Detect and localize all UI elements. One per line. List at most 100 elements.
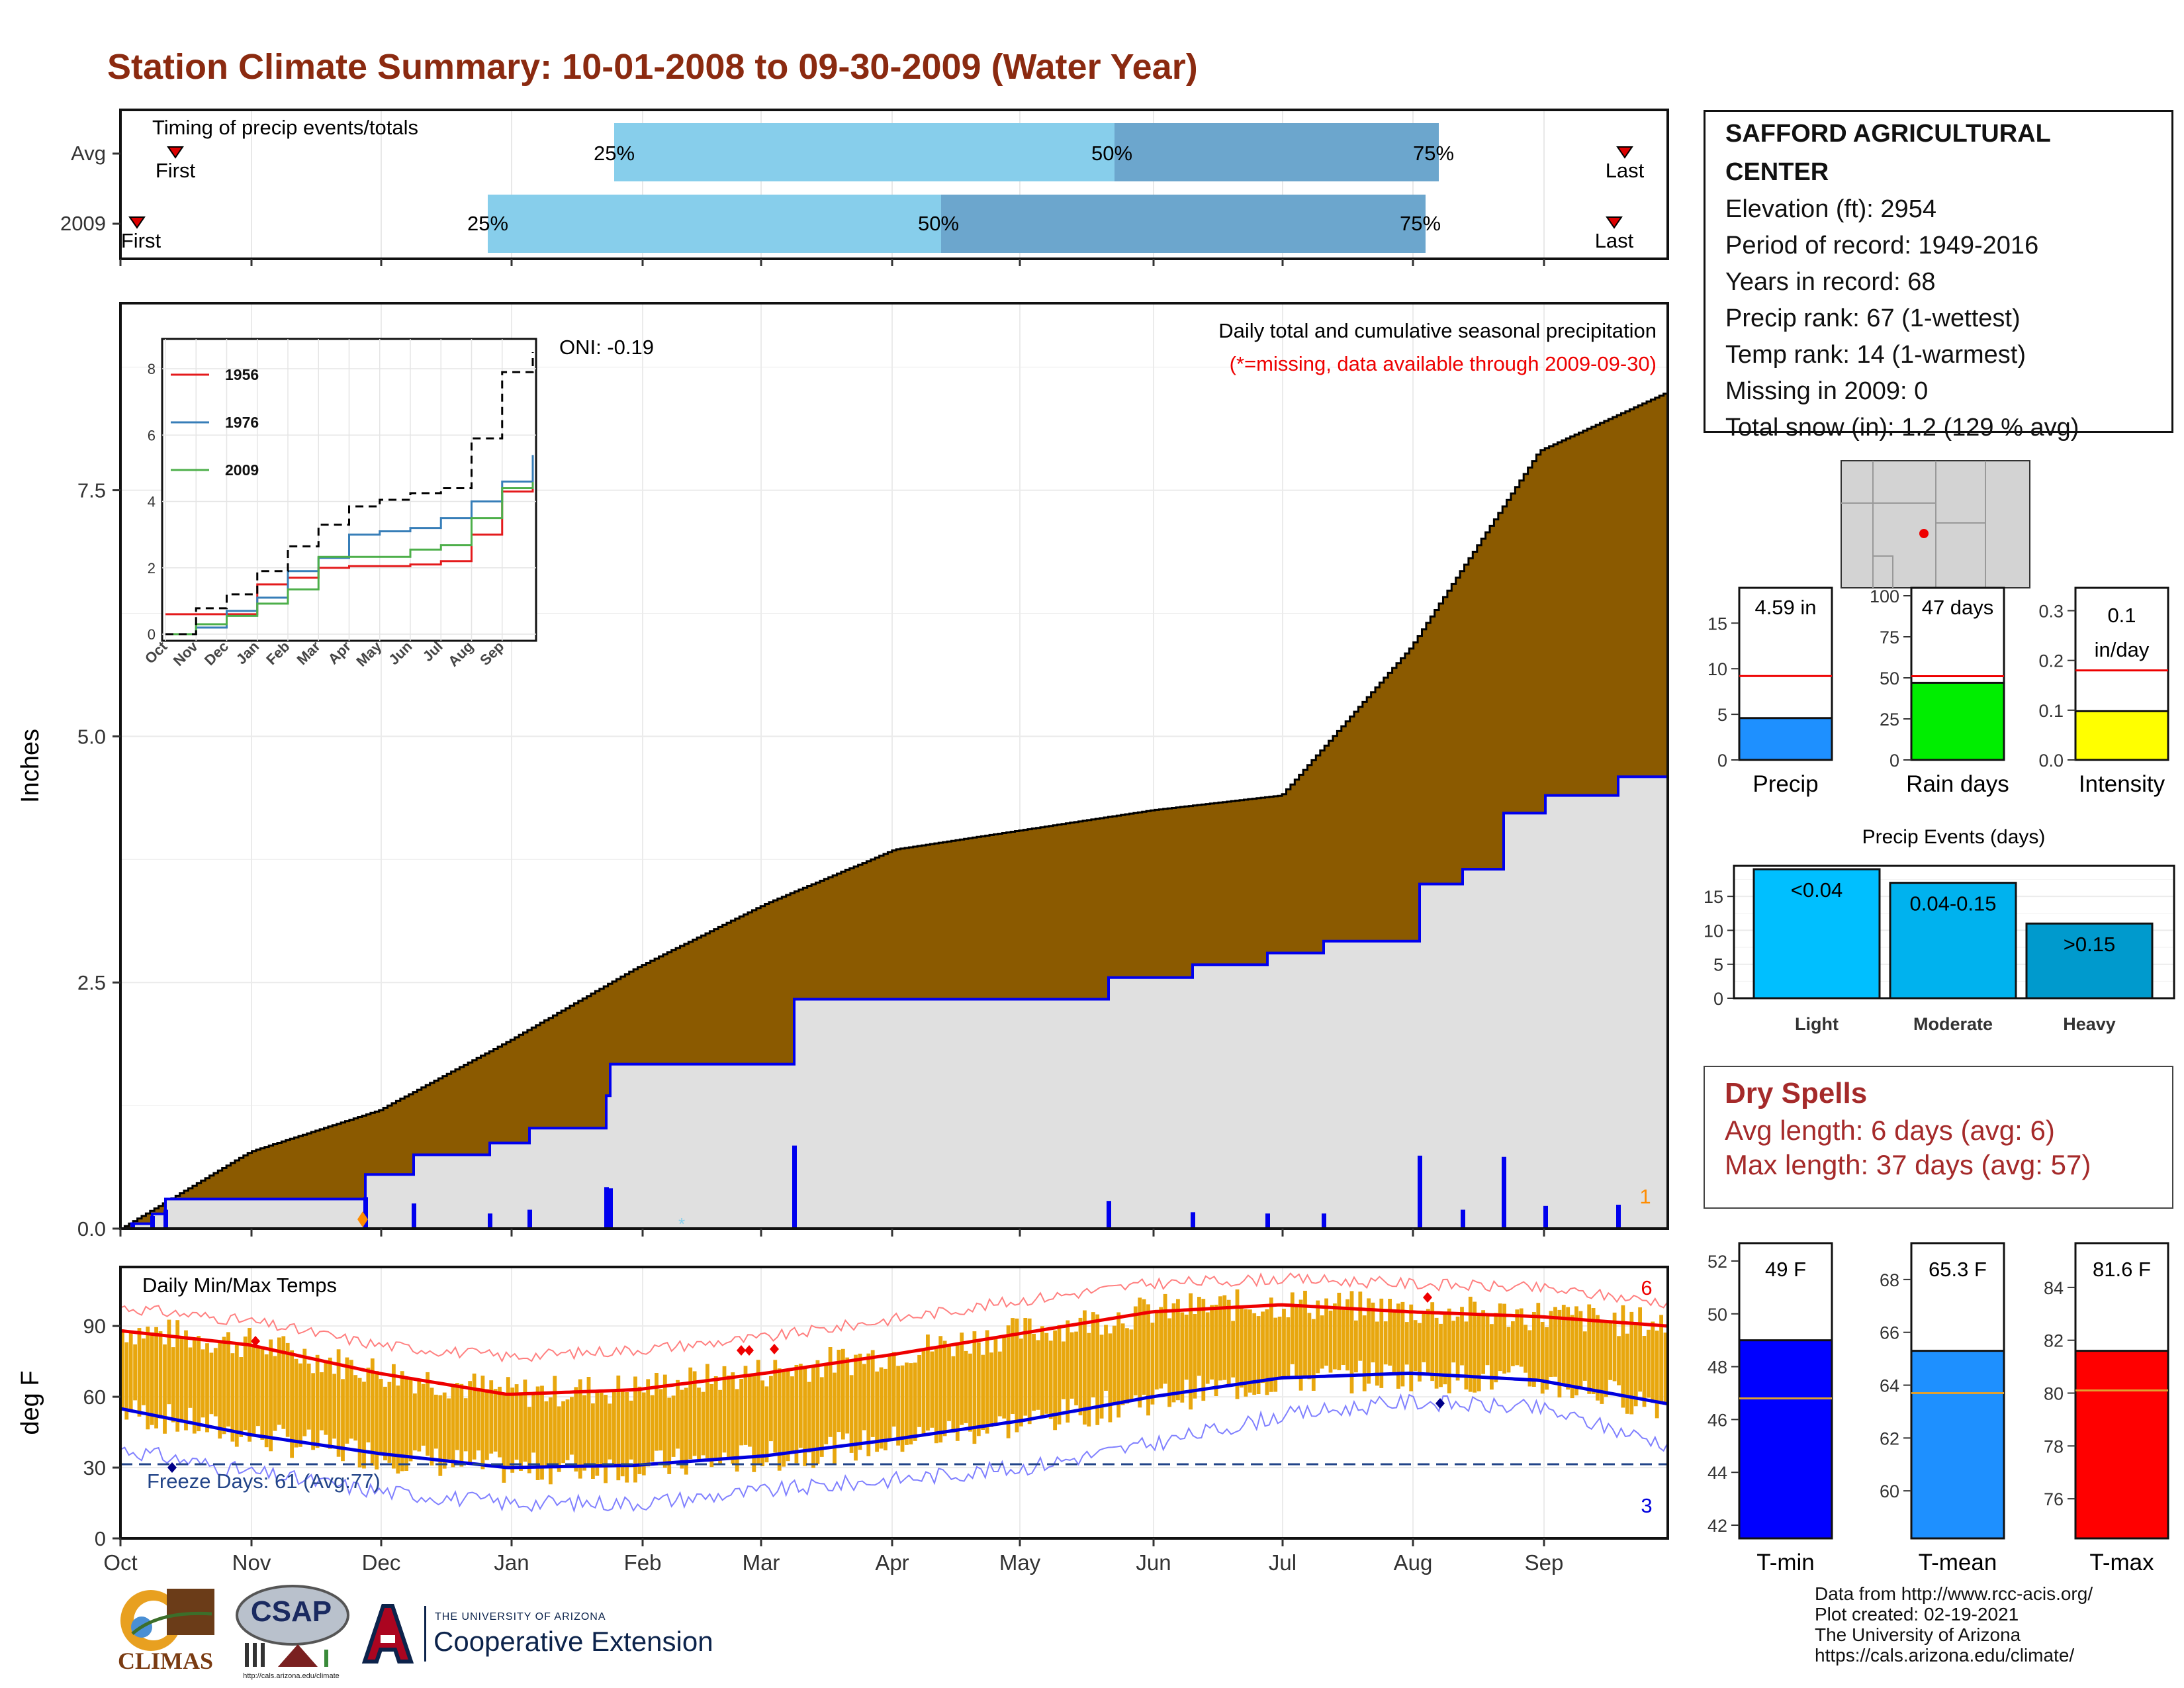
- record-max-markers: [251, 1292, 1432, 1356]
- events-frame: [1733, 865, 2175, 1000]
- station-name: SAFFORD AGRICULTURAL CENTER: [1725, 120, 2051, 186]
- daily-temp-bar: [1418, 1323, 1422, 1382]
- temp-ytick-label: 90: [83, 1315, 106, 1338]
- missing-marker: [357, 1211, 368, 1227]
- daily-temp-bar: [1201, 1299, 1206, 1401]
- daily-temp-bar: [1647, 1329, 1651, 1398]
- daily-temp-bar: [1146, 1304, 1150, 1416]
- mini-bar-value: 4.59 in: [1754, 596, 1816, 619]
- daily-temp-bar: [1142, 1299, 1146, 1395]
- daily-temp-bar: [739, 1379, 743, 1446]
- daily-precip-bar: [363, 1197, 368, 1229]
- daily-temp-bar: [676, 1380, 680, 1449]
- daily-temp-bar: [281, 1336, 286, 1429]
- avg-last-label: Last: [1606, 159, 1645, 182]
- daily-temp-bar: [1468, 1296, 1473, 1392]
- event-category-label: Light: [1795, 1014, 1839, 1034]
- daily-temp-bar: [1582, 1331, 1587, 1381]
- timing-avg-bar-50-75: [1115, 123, 1439, 181]
- daily-temp-bar: [408, 1377, 413, 1462]
- daily-temp-bar: [1494, 1313, 1498, 1383]
- daily-temp-bar: [1002, 1337, 1007, 1419]
- daily-temp-bar: [120, 1329, 124, 1409]
- temp-bar-ytick: 44: [1707, 1463, 1727, 1483]
- daily-temp-bar: [1604, 1320, 1608, 1397]
- daily-temp-bar: [1125, 1328, 1129, 1404]
- daily-temp-bar: [709, 1384, 714, 1468]
- precip-count-label: 1: [1639, 1185, 1651, 1208]
- temp-bar-ytick: 42: [1707, 1516, 1727, 1536]
- month-label: Apr: [875, 1550, 909, 1575]
- daily-temp-bar: [1222, 1295, 1227, 1380]
- daily-temp-bar: [1129, 1329, 1134, 1401]
- temp-y-axis: 0 30 60 90: [83, 1315, 120, 1550]
- daily-temp-bar: [608, 1403, 612, 1460]
- daily-temp-bar: [760, 1380, 764, 1466]
- daily-temp-bar: [828, 1347, 833, 1437]
- daily-temp-bar: [175, 1320, 180, 1432]
- daily-temp-bar: [1269, 1297, 1273, 1392]
- observed-cumulative-area: [120, 775, 1669, 1230]
- event-bar: [1752, 868, 1881, 1000]
- daily-temp-bar: [1171, 1303, 1176, 1403]
- daily-temp-bar: [722, 1366, 727, 1453]
- daily-temp-bar: [659, 1389, 663, 1451]
- daily-temp-bar: [976, 1342, 981, 1436]
- footer-data-source: Data from http://www.rcc-acis.org/: [1815, 1583, 2093, 1604]
- daily-temp-bar: [1197, 1297, 1201, 1376]
- daily-temp-bar: [1561, 1305, 1566, 1386]
- station-precip-rank: Precip rank: 67 (1-wettest): [1725, 305, 2021, 332]
- station-period: Period of record: 1949-2016: [1725, 232, 2039, 259]
- temp-min-count: 3: [1641, 1494, 1652, 1517]
- precip-ylabel: Inches: [17, 729, 44, 803]
- mini-bar-value-unit: in/day: [2095, 638, 2150, 661]
- daily-temp-bar: [930, 1351, 934, 1428]
- daily-temp-bar: [1566, 1307, 1570, 1390]
- temp-ytick-label: 60: [83, 1385, 106, 1409]
- daily-temp-bar: [1244, 1309, 1248, 1397]
- event-bar-label: >0.15: [2064, 933, 2115, 956]
- daily-temp-bar: [705, 1364, 709, 1458]
- daily-temp-bar: [459, 1383, 464, 1467]
- daily-temp-bar: [807, 1382, 811, 1453]
- daily-temp-bar: [273, 1356, 277, 1431]
- daily-temp-bar: [248, 1328, 251, 1442]
- avg-min-line: [120, 1371, 1668, 1470]
- daily-temp-bar: [209, 1352, 214, 1415]
- daily-temp-bar: [158, 1331, 163, 1419]
- daily-temp-bar: [1069, 1332, 1074, 1399]
- daily-temp-bar: [1642, 1336, 1647, 1407]
- inset-ytick-label: 8: [148, 361, 156, 377]
- daily-temp-bar: [341, 1379, 345, 1462]
- mini-bar-ytick: 75: [1880, 628, 1899, 647]
- daily-precip-bar: [1616, 1204, 1621, 1229]
- daily-temp-bar: [426, 1372, 430, 1456]
- timing-panel: Timing of precip events/totals Avg 2009 …: [60, 109, 1669, 266]
- daily-temp-bar: [1231, 1321, 1235, 1378]
- ua-a-icon: [361, 1604, 414, 1664]
- daily-temp-bar: [1011, 1318, 1015, 1414]
- daily-temp-bar: [1506, 1327, 1511, 1373]
- daily-temp-bar: [1502, 1303, 1506, 1374]
- daily-temp-bar: [1184, 1315, 1189, 1380]
- daily-temp-bar: [1036, 1340, 1040, 1410]
- daily-temp-bar: [964, 1350, 968, 1423]
- daily-temp-bar: [171, 1347, 175, 1423]
- daily-temp-bar: [1150, 1323, 1155, 1405]
- mini-bar-ytick: 0.0: [2038, 751, 2064, 771]
- daily-temp-bar: [989, 1352, 993, 1427]
- daily-temp-bar: [909, 1363, 913, 1445]
- record-min-line: [120, 1393, 1668, 1513]
- temp-max-count: 6: [1641, 1276, 1652, 1299]
- daily-temp-bar: [896, 1366, 900, 1446]
- daily-temp-bar: [1443, 1315, 1447, 1385]
- daily-temp-bar: [1392, 1310, 1396, 1375]
- daily-temp-bar: [1235, 1289, 1240, 1399]
- temp-bar-ytick: 80: [2044, 1384, 2064, 1404]
- csap-url[interactable]: http://cals.arizona.edu/climate: [243, 1672, 340, 1680]
- mini-bar-fill: [1910, 681, 2005, 761]
- daily-temp-bar: [662, 1374, 667, 1468]
- daily-temp-bar: [1587, 1304, 1592, 1394]
- missing-note: (*=missing, data available through 2009-…: [1230, 352, 1657, 375]
- events-ytick: 0: [1713, 989, 1723, 1009]
